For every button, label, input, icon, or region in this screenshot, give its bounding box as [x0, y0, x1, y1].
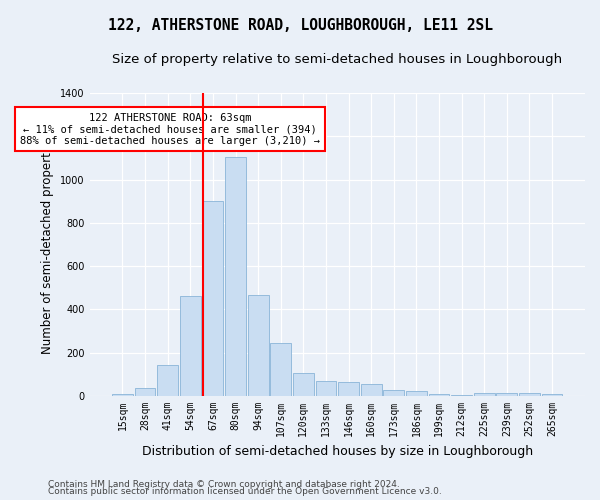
- Bar: [248, 296, 269, 396]
- Bar: [474, 393, 494, 396]
- Bar: [134, 388, 155, 396]
- Bar: [225, 157, 246, 396]
- Text: 122, ATHERSTONE ROAD, LOUGHBOROUGH, LE11 2SL: 122, ATHERSTONE ROAD, LOUGHBOROUGH, LE11…: [107, 18, 493, 32]
- Text: 122 ATHERSTONE ROAD: 63sqm
← 11% of semi-detached houses are smaller (394)
88% o: 122 ATHERSTONE ROAD: 63sqm ← 11% of semi…: [20, 112, 320, 146]
- Bar: [203, 202, 223, 396]
- Bar: [180, 296, 200, 396]
- Bar: [157, 364, 178, 396]
- Bar: [406, 392, 427, 396]
- Bar: [451, 395, 472, 396]
- Bar: [271, 343, 291, 396]
- Bar: [383, 390, 404, 396]
- X-axis label: Distribution of semi-detached houses by size in Loughborough: Distribution of semi-detached houses by …: [142, 444, 533, 458]
- Bar: [338, 382, 359, 396]
- Title: Size of property relative to semi-detached houses in Loughborough: Size of property relative to semi-detach…: [112, 52, 562, 66]
- Y-axis label: Number of semi-detached properties: Number of semi-detached properties: [41, 135, 55, 354]
- Bar: [316, 381, 337, 396]
- Bar: [496, 394, 517, 396]
- Bar: [519, 394, 540, 396]
- Bar: [361, 384, 382, 396]
- Text: Contains public sector information licensed under the Open Government Licence v3: Contains public sector information licen…: [48, 487, 442, 496]
- Text: Contains HM Land Registry data © Crown copyright and database right 2024.: Contains HM Land Registry data © Crown c…: [48, 480, 400, 489]
- Bar: [542, 394, 562, 396]
- Bar: [428, 394, 449, 396]
- Bar: [293, 372, 314, 396]
- Bar: [112, 394, 133, 396]
